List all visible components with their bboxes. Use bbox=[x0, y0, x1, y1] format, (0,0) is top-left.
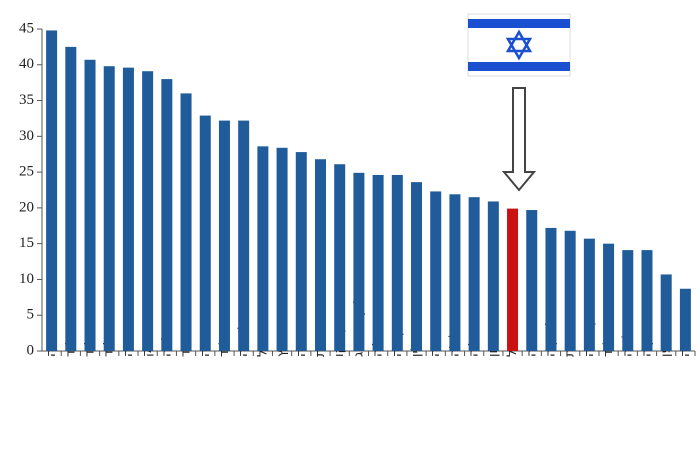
bar bbox=[660, 274, 672, 351]
flag-stripe bbox=[468, 62, 570, 71]
bar bbox=[142, 71, 154, 352]
bar bbox=[199, 115, 211, 352]
bar bbox=[65, 46, 77, 352]
bar bbox=[449, 194, 461, 351]
y-tick-label: 10 bbox=[19, 271, 34, 287]
bar bbox=[468, 197, 480, 351]
bar bbox=[641, 250, 653, 351]
flag-star bbox=[505, 37, 533, 61]
bar bbox=[180, 93, 192, 352]
y-tick-label: 25 bbox=[19, 164, 34, 180]
israel-flag bbox=[467, 13, 571, 77]
y-tick-label: 40 bbox=[19, 56, 34, 72]
bar bbox=[276, 147, 288, 351]
bar bbox=[391, 174, 403, 351]
bar bbox=[353, 172, 365, 351]
y-tick-label: 0 bbox=[27, 342, 35, 358]
flag-star bbox=[505, 29, 533, 53]
bar bbox=[122, 67, 134, 351]
bar bbox=[238, 120, 250, 351]
bar bbox=[295, 152, 307, 351]
bar bbox=[487, 201, 499, 351]
bar bbox=[314, 159, 326, 351]
bar bbox=[430, 191, 442, 351]
bar bbox=[603, 243, 615, 351]
bar bbox=[679, 288, 691, 351]
flag-stripe bbox=[468, 19, 570, 28]
bar bbox=[411, 182, 423, 351]
bar bbox=[84, 59, 96, 351]
y-tick-label: 15 bbox=[19, 235, 34, 251]
bar bbox=[103, 66, 115, 351]
bar bbox=[507, 208, 519, 351]
bar bbox=[564, 230, 576, 351]
y-tick-label: 35 bbox=[19, 92, 34, 108]
bar bbox=[334, 164, 346, 351]
bar bbox=[372, 174, 384, 351]
bar bbox=[622, 250, 634, 351]
bar bbox=[161, 79, 173, 351]
bar bbox=[526, 210, 538, 351]
arrow bbox=[501, 87, 537, 192]
y-tick-label: 45 bbox=[19, 20, 34, 36]
bar bbox=[583, 238, 595, 351]
bar bbox=[545, 227, 557, 351]
bar bbox=[46, 30, 58, 351]
bar bbox=[218, 120, 230, 351]
y-tick-label: 20 bbox=[19, 199, 34, 215]
y-tick-label: 5 bbox=[27, 307, 35, 323]
y-tick-label: 30 bbox=[19, 128, 34, 144]
bar bbox=[257, 146, 269, 351]
